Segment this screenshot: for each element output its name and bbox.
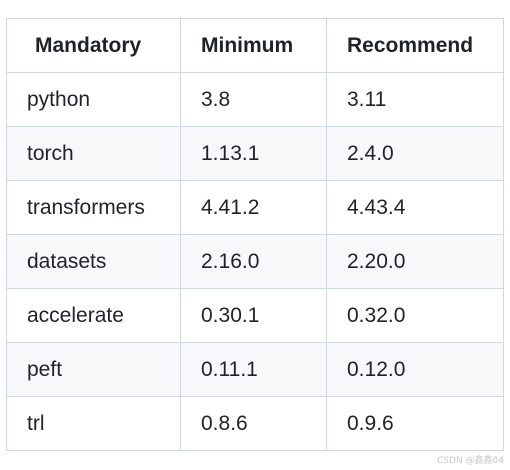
cell-package: accelerate — [6, 288, 181, 343]
cell-package: python — [6, 72, 181, 127]
table-row: transformers 4.41.2 4.43.4 — [6, 180, 504, 235]
header-recommend: Recommend — [326, 18, 504, 73]
cell-minimum: 1.13.1 — [180, 126, 327, 181]
cell-recommend: 0.32.0 — [326, 288, 504, 343]
cell-recommend: 0.12.0 — [326, 342, 504, 397]
cell-minimum: 2.16.0 — [180, 234, 327, 289]
table-header-row: Mandatory Minimum Recommend — [6, 18, 504, 73]
cell-package: peft — [6, 342, 181, 397]
cell-minimum: 4.41.2 — [180, 180, 327, 235]
table-row: datasets 2.16.0 2.20.0 — [6, 234, 504, 289]
cell-recommend: 2.4.0 — [326, 126, 504, 181]
cell-recommend: 2.20.0 — [326, 234, 504, 289]
cell-minimum: 0.11.1 — [180, 342, 327, 397]
cell-package: trl — [6, 396, 181, 451]
cell-package: datasets — [6, 234, 181, 289]
table-row: python 3.8 3.11 — [6, 72, 504, 127]
requirements-table-container: Mandatory Minimum Recommend python 3.8 3… — [6, 18, 504, 451]
cell-recommend: 3.11 — [326, 72, 504, 127]
cell-package: torch — [6, 126, 181, 181]
cell-minimum: 0.30.1 — [180, 288, 327, 343]
table-row: peft 0.11.1 0.12.0 — [6, 342, 504, 397]
header-minimum: Minimum — [180, 18, 327, 73]
table-row: torch 1.13.1 2.4.0 — [6, 126, 504, 181]
requirements-table: Mandatory Minimum Recommend python 3.8 3… — [6, 18, 504, 451]
table-row: accelerate 0.30.1 0.32.0 — [6, 288, 504, 343]
cell-recommend: 0.9.6 — [326, 396, 504, 451]
cell-minimum: 3.8 — [180, 72, 327, 127]
table-row: trl 0.8.6 0.9.6 — [6, 396, 504, 451]
watermark-text: CSDN @鑫鑫04 — [437, 456, 504, 466]
cell-recommend: 4.43.4 — [326, 180, 504, 235]
cell-package: transformers — [6, 180, 181, 235]
cell-minimum: 0.8.6 — [180, 396, 327, 451]
header-mandatory: Mandatory — [6, 18, 181, 73]
